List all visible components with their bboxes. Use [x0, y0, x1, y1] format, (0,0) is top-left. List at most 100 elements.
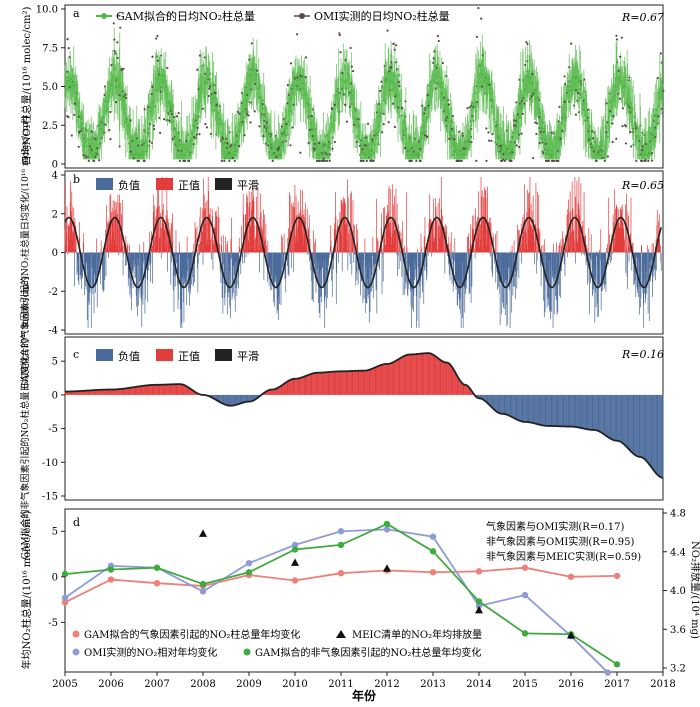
y-tick-label: 4 [52, 171, 58, 182]
legend-smooth-swatch [215, 178, 232, 190]
panel-a-y-label: 日均NO₂柱总量/(10¹⁶ molec/cm²) [20, 7, 33, 166]
omi-point [109, 110, 112, 114]
omi-point [223, 159, 226, 162]
omi-point [395, 68, 399, 71]
panel-d-left-y-label: 年均NO₂柱总量/(10¹⁶ molec/cm²) [20, 511, 33, 670]
panel-d-frame [64, 508, 664, 673]
omi-point [577, 91, 580, 94]
gam-point [216, 112, 220, 115]
gam-point [610, 99, 613, 102]
omi-series-point [604, 669, 611, 676]
gam-point [443, 107, 446, 110]
gam-point [581, 102, 584, 106]
omi-series-point [61, 594, 69, 601]
met-series-point [567, 573, 575, 581]
omi-point [647, 159, 650, 162]
omi-point [535, 122, 539, 125]
gam-point [428, 84, 431, 87]
omi-point [280, 125, 283, 128]
gam-point [154, 88, 158, 92]
omi-point [281, 132, 284, 135]
gam-point [334, 93, 337, 97]
omi-point [448, 137, 451, 140]
gam-point [497, 134, 500, 138]
omi-point [291, 126, 294, 129]
gam-point [483, 80, 486, 83]
omi-point [195, 133, 198, 136]
gam-point [164, 85, 168, 88]
omi-point [187, 159, 190, 162]
omi-point [350, 65, 353, 68]
gam-point [582, 108, 586, 112]
omi-point [453, 138, 456, 141]
omi-point [345, 120, 349, 123]
gam-point [336, 101, 340, 105]
gam-point [291, 91, 295, 95]
omi-point [96, 146, 99, 150]
panel-a-data-points [63, 7, 665, 162]
omi-point [67, 115, 70, 119]
gam-point [215, 115, 219, 119]
gam-point [561, 117, 565, 120]
omi-point [488, 83, 491, 86]
gam-point [189, 139, 192, 142]
omi-point [520, 132, 523, 135]
omi-point [366, 122, 370, 125]
omi-point [254, 82, 257, 86]
gam-point [632, 143, 635, 147]
gam-point [455, 153, 459, 156]
omi-point [258, 125, 261, 128]
gam-point [597, 153, 601, 156]
x-tick-label: 2018 [650, 679, 675, 690]
gam-point [401, 130, 405, 133]
omi-point [129, 150, 132, 153]
gam-point [116, 78, 119, 82]
omi-point [650, 159, 654, 162]
omi-point [393, 48, 396, 51]
omi-point [156, 59, 159, 62]
omi-point [168, 119, 171, 122]
omi-series-point [199, 588, 207, 595]
omi-point [524, 63, 527, 67]
gam-point [321, 153, 325, 156]
gam-point [81, 133, 85, 137]
omi-point [551, 159, 554, 162]
gam-point [600, 141, 604, 144]
gam-point [147, 144, 151, 148]
gam-point [356, 134, 359, 138]
gam-point [219, 122, 223, 125]
gam-point [400, 114, 404, 118]
gam-point [519, 104, 522, 107]
gam-point [440, 82, 444, 85]
gam-point [152, 101, 155, 104]
omi-point [390, 65, 393, 68]
panel-c-y-ticks: -15 -10 -5 0 5 [42, 357, 65, 503]
omi-point [480, 17, 483, 20]
gam-point [439, 85, 442, 89]
gam-point [234, 142, 238, 146]
omi-point [558, 105, 561, 108]
legend-nonmet-marker [243, 648, 251, 656]
y-tick-label: 4.0 [670, 586, 686, 597]
omi-point [630, 145, 633, 148]
omi-point [460, 159, 463, 162]
omi-point [221, 137, 224, 140]
gam-point [78, 125, 82, 128]
omi-point [304, 56, 308, 59]
omi-point [98, 159, 101, 162]
omi-point [433, 16, 436, 19]
omi-point [382, 122, 385, 126]
omi-point [398, 85, 401, 88]
gam-point [142, 150, 145, 153]
gam-point [422, 125, 426, 128]
omi-point [342, 93, 346, 96]
gam-point [277, 153, 281, 156]
gam-point [579, 84, 583, 88]
omi-point [308, 128, 312, 132]
omi-point [113, 38, 116, 41]
gam-point [473, 91, 477, 95]
gam-point [614, 84, 617, 88]
omi-point [171, 137, 174, 140]
gam-point [182, 146, 185, 149]
